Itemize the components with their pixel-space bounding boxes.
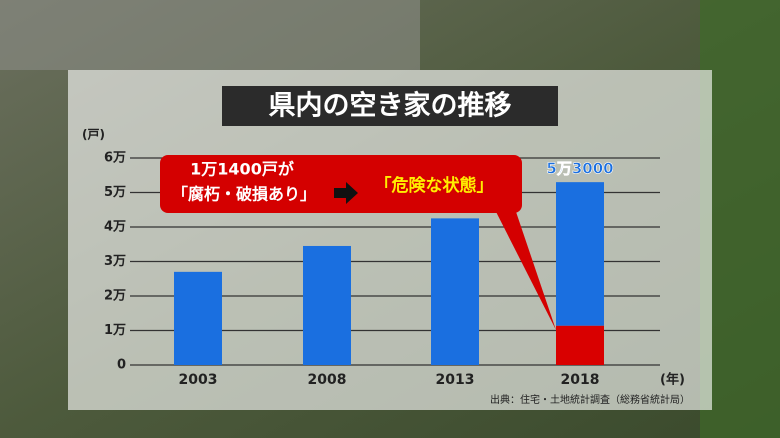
title-box xyxy=(222,86,558,126)
y-tick-label: 3万 xyxy=(104,254,126,269)
x-tick-label: 2018 xyxy=(561,372,600,388)
y-tick-label: 2万 xyxy=(104,289,126,304)
callout-pointer xyxy=(490,200,556,330)
plot: 0 1万 2万 3万 4万 5万 6万 2003 2008 2013 2018 5万3000 xyxy=(104,151,660,388)
x-unit: (年) xyxy=(660,372,685,388)
x-tick-label: 2013 xyxy=(436,372,475,388)
bar-segment xyxy=(303,245,351,365)
callout-text: 「腐朽・破損あり」 xyxy=(172,185,316,204)
y-tick-label: 6万 xyxy=(104,151,126,166)
bar-segment xyxy=(174,271,222,365)
foliage xyxy=(700,0,780,438)
callout-highlight: 「危険な状態」 xyxy=(375,175,494,196)
source: 出典：住宅・土地統計調査（総務省統計局） xyxy=(490,393,690,406)
arrow xyxy=(334,182,358,204)
total-label: 5万3000 xyxy=(546,160,613,178)
y-tick-label: 5万 xyxy=(104,185,126,200)
bar-segment xyxy=(556,325,604,365)
y-tick-label: 0 xyxy=(117,358,126,373)
x-tick-label: 2008 xyxy=(308,372,347,388)
y-tick-label: 1万 xyxy=(104,323,126,338)
x-tick-label: 2003 xyxy=(179,372,218,388)
y-unit: (戸) xyxy=(82,128,105,142)
bar-segment xyxy=(556,182,604,326)
callout-box xyxy=(160,155,522,213)
roof-tiles xyxy=(0,0,420,70)
chart-title: 県内の空き家の推移 xyxy=(269,90,512,122)
bar-segment xyxy=(431,218,479,365)
callout-text: 1万1400戸が xyxy=(190,160,294,179)
y-tick-label: 4万 xyxy=(104,220,126,235)
callout: 1万1400戸が 「腐朽・破損あり」 「危険な状態」 xyxy=(160,155,556,330)
